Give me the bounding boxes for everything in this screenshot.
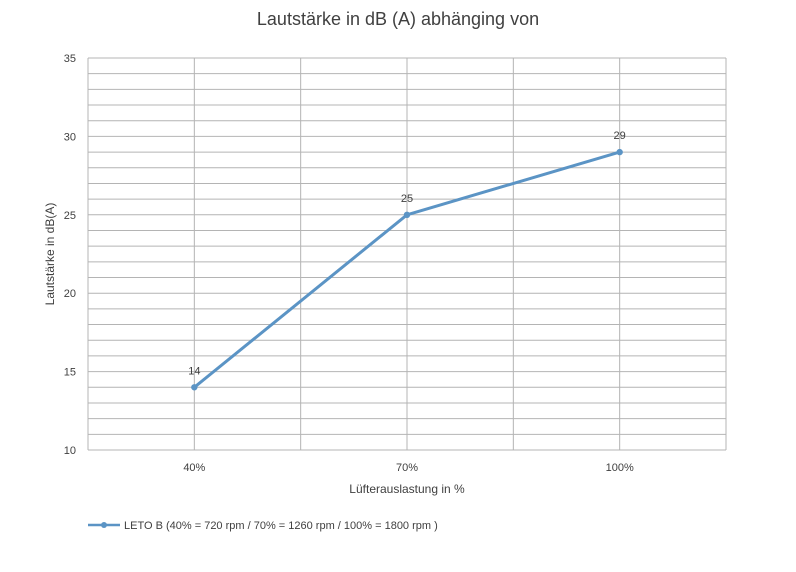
y-tick-label: 15 [64,367,76,379]
x-tick-label: 70% [396,462,418,474]
x-tick-label: 40% [183,462,205,474]
data-point[interactable] [403,211,411,218]
x-axis-title: Lüfterauslastung in % [349,482,465,496]
data-point[interactable] [191,384,198,391]
chart-title: Lautstärke in dB (A) abhänging von [257,9,539,29]
data-label: 14 [188,365,200,377]
x-tick-label: 100% [606,462,634,474]
data-label: 25 [401,193,413,205]
x-axis-ticks: 40% 70% 100% [183,462,634,474]
grid [87,57,727,451]
data-point[interactable] [616,148,623,156]
data-label: 29 [614,130,626,142]
y-tick-label: 35 [64,53,76,65]
series-layer: 14 25 29 [188,130,626,391]
y-tick-label: 25 [64,210,76,222]
y-tick-label: 20 [64,288,76,300]
y-tick-label: 10 [64,445,76,457]
legend-label: LETO B (40% = 720 rpm / 70% = 1260 rpm /… [124,520,438,532]
y-axis-title: Lautstärke in dB(A) [43,203,57,306]
y-axis-ticks: 10 15 20 25 30 35 [64,53,76,457]
y-tick-label: 30 [64,131,76,143]
legend[interactable]: LETO B (40% = 720 rpm / 70% = 1260 rpm /… [88,520,438,532]
legend-marker [101,522,107,528]
